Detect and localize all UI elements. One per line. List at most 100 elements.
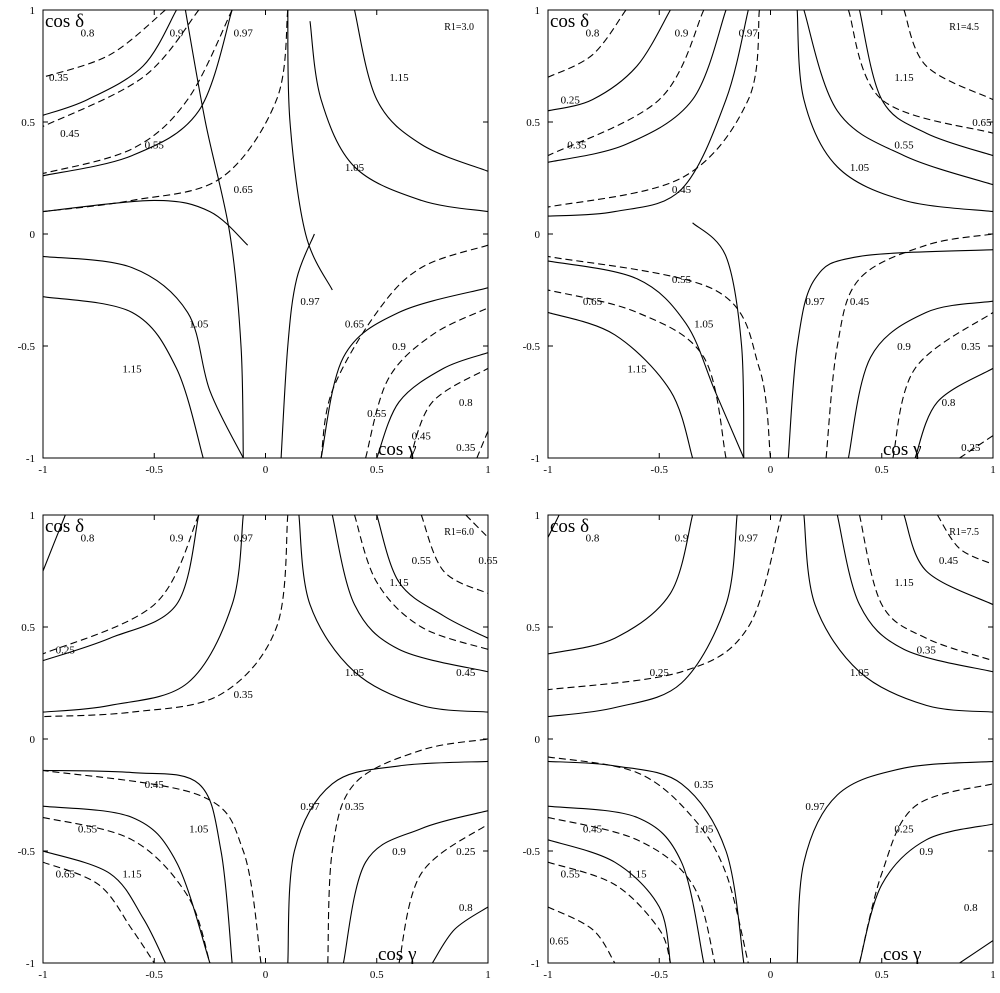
contour-line-0_8-solid <box>43 10 177 116</box>
plot-frame <box>42 514 489 964</box>
contour-label: 0.45 <box>672 184 692 196</box>
x-tick-label: -1 <box>38 464 47 476</box>
contour-label: 1.15 <box>122 868 142 880</box>
contour-label: 0.8 <box>586 27 600 39</box>
contour-line-0_9-solid <box>847 300 993 458</box>
contour-label: 1.05 <box>345 667 365 679</box>
contour-line-0_97-solid <box>298 515 488 713</box>
contour-label: 0.9 <box>675 532 689 544</box>
contour-line-0_25-dashed <box>43 515 200 655</box>
x-tick-label: 0 <box>263 464 269 476</box>
contour-line-0_97-solid <box>184 10 244 458</box>
contour-lines <box>43 10 488 458</box>
x-axis-title: cos γ <box>378 944 416 965</box>
parameter-label: R1=6.0 <box>444 527 474 538</box>
x-tick-label: 0.5 <box>370 464 384 476</box>
contour-label: 0.35 <box>917 644 937 656</box>
contour-line-0_97-solid <box>796 10 993 213</box>
x-tick-label: 0 <box>263 969 269 981</box>
contour-line-0_35-dashed <box>43 515 289 718</box>
contour-line-0_9-solid <box>548 515 694 655</box>
y-tick-label: 0.5 <box>526 117 540 129</box>
contour-label: 0.25 <box>456 846 476 858</box>
contour-line-0_97-solid <box>692 222 745 458</box>
contour-line-0_9-solid <box>548 10 727 163</box>
contour-label: 1.05 <box>694 824 714 836</box>
y-tick-label: 0.5 <box>21 117 35 129</box>
x-tick-label: -0.5 <box>651 464 669 476</box>
contour-label: 0.97 <box>739 532 759 544</box>
x-tick-label: 1 <box>990 969 996 981</box>
contour-label: 0.55 <box>78 824 98 836</box>
contour-label: 1.15 <box>627 363 647 375</box>
contour-label: 0.35 <box>567 139 587 151</box>
contour-line-1_05-solid <box>331 515 488 673</box>
contour-line-0_65-dashed <box>43 10 289 213</box>
contour-line-0_97-solid <box>548 10 749 217</box>
y-axis-title: cos δ <box>45 11 84 32</box>
contour-line-0_8-solid <box>43 515 66 572</box>
plot-frame <box>547 514 994 964</box>
contour-label: 1.05 <box>189 824 209 836</box>
contour-label: 0.9 <box>392 846 406 858</box>
contour-line-0_45-dashed <box>548 816 716 963</box>
contour-label: 0.45 <box>145 779 165 791</box>
contour-line-0_35-dashed <box>548 756 749 963</box>
x-tick-label: -1 <box>38 969 47 981</box>
contour-line-0_55-dashed <box>548 861 671 963</box>
contour-label: 1.15 <box>389 577 409 589</box>
x-tick-label: -0.5 <box>146 969 164 981</box>
contour-line-0_65-dashed <box>548 906 616 963</box>
contour-label: 0.8 <box>586 532 600 544</box>
contour-label: 0.25 <box>56 644 76 656</box>
contour-label: 0.65 <box>583 296 603 308</box>
chart-panel-2: -1 -0.5 0 0.5 1 1 0.5 0 -0.5 -1 0.8 0.9 0.97 0.25 0.35… <box>523 5 996 476</box>
contour-label: 0.65 <box>56 868 76 880</box>
contour-label: 0.97 <box>234 27 254 39</box>
contour-label: 0.25 <box>961 442 981 454</box>
x-tick-label: -0.5 <box>146 464 164 476</box>
contour-line-0_97-solid <box>287 10 333 291</box>
contour-label: 0.9 <box>919 846 933 858</box>
contour-label: 0.97 <box>300 296 320 308</box>
contour-line-0_97-solid <box>548 760 745 963</box>
contour-line-0_8-solid <box>914 367 993 458</box>
y-tick-label: -0.5 <box>523 341 541 353</box>
contour-line-0_9-solid <box>43 10 233 177</box>
x-tick-label: 1 <box>485 969 491 981</box>
contour-line-0_65-dashed <box>548 289 727 458</box>
contour-label: 0.9 <box>170 27 184 39</box>
contour-label: 1.05 <box>345 162 365 174</box>
x-tick-label: -0.5 <box>651 969 669 981</box>
contour-label: 1.15 <box>894 577 914 589</box>
contour-line-1_05-solid <box>43 805 211 963</box>
contour-line-0_9-solid <box>342 810 488 963</box>
contour-label: 0.97 <box>805 801 825 813</box>
contour-label: 0.65 <box>972 117 992 129</box>
contour-label: 0.55 <box>894 139 914 151</box>
y-axis-title: cos δ <box>550 516 589 537</box>
contour-label: 0.8 <box>459 902 473 914</box>
contour-line-1_05-solid <box>836 515 993 673</box>
contour-line-1_15-solid <box>43 296 204 458</box>
x-tick-label: 0.5 <box>370 969 384 981</box>
x-tick-label: -1 <box>543 464 552 476</box>
contour-line-1_05-solid <box>548 805 705 963</box>
contour-line-0_55-dashed <box>43 10 233 175</box>
contour-line-0_65-dashed <box>320 244 488 458</box>
parameter-label: R1=3.0 <box>444 22 474 33</box>
contour-label: 0.45 <box>412 431 432 443</box>
contour-line-1_15-solid <box>376 515 488 639</box>
contour-label: 0.45 <box>456 667 476 679</box>
contour-line-0_45-dashed <box>353 515 488 650</box>
contour-line-0_45-dashed <box>936 515 993 565</box>
contour-line-0_65-dashed <box>43 861 155 963</box>
y-tick-label: -1 <box>531 958 540 970</box>
chart-panel-1: -1 -0.5 0 0.5 1 1 0.5 0 -0.5 -1 0.8 0.9 0.97 0.35 0.45… <box>18 5 491 476</box>
contour-label: 0.35 <box>694 779 714 791</box>
contour-line-0_9-solid <box>320 287 488 458</box>
contour-line-0_45-dashed <box>548 10 760 208</box>
contour-label: 0.65 <box>345 319 365 331</box>
contour-label: 0.9 <box>897 341 911 353</box>
